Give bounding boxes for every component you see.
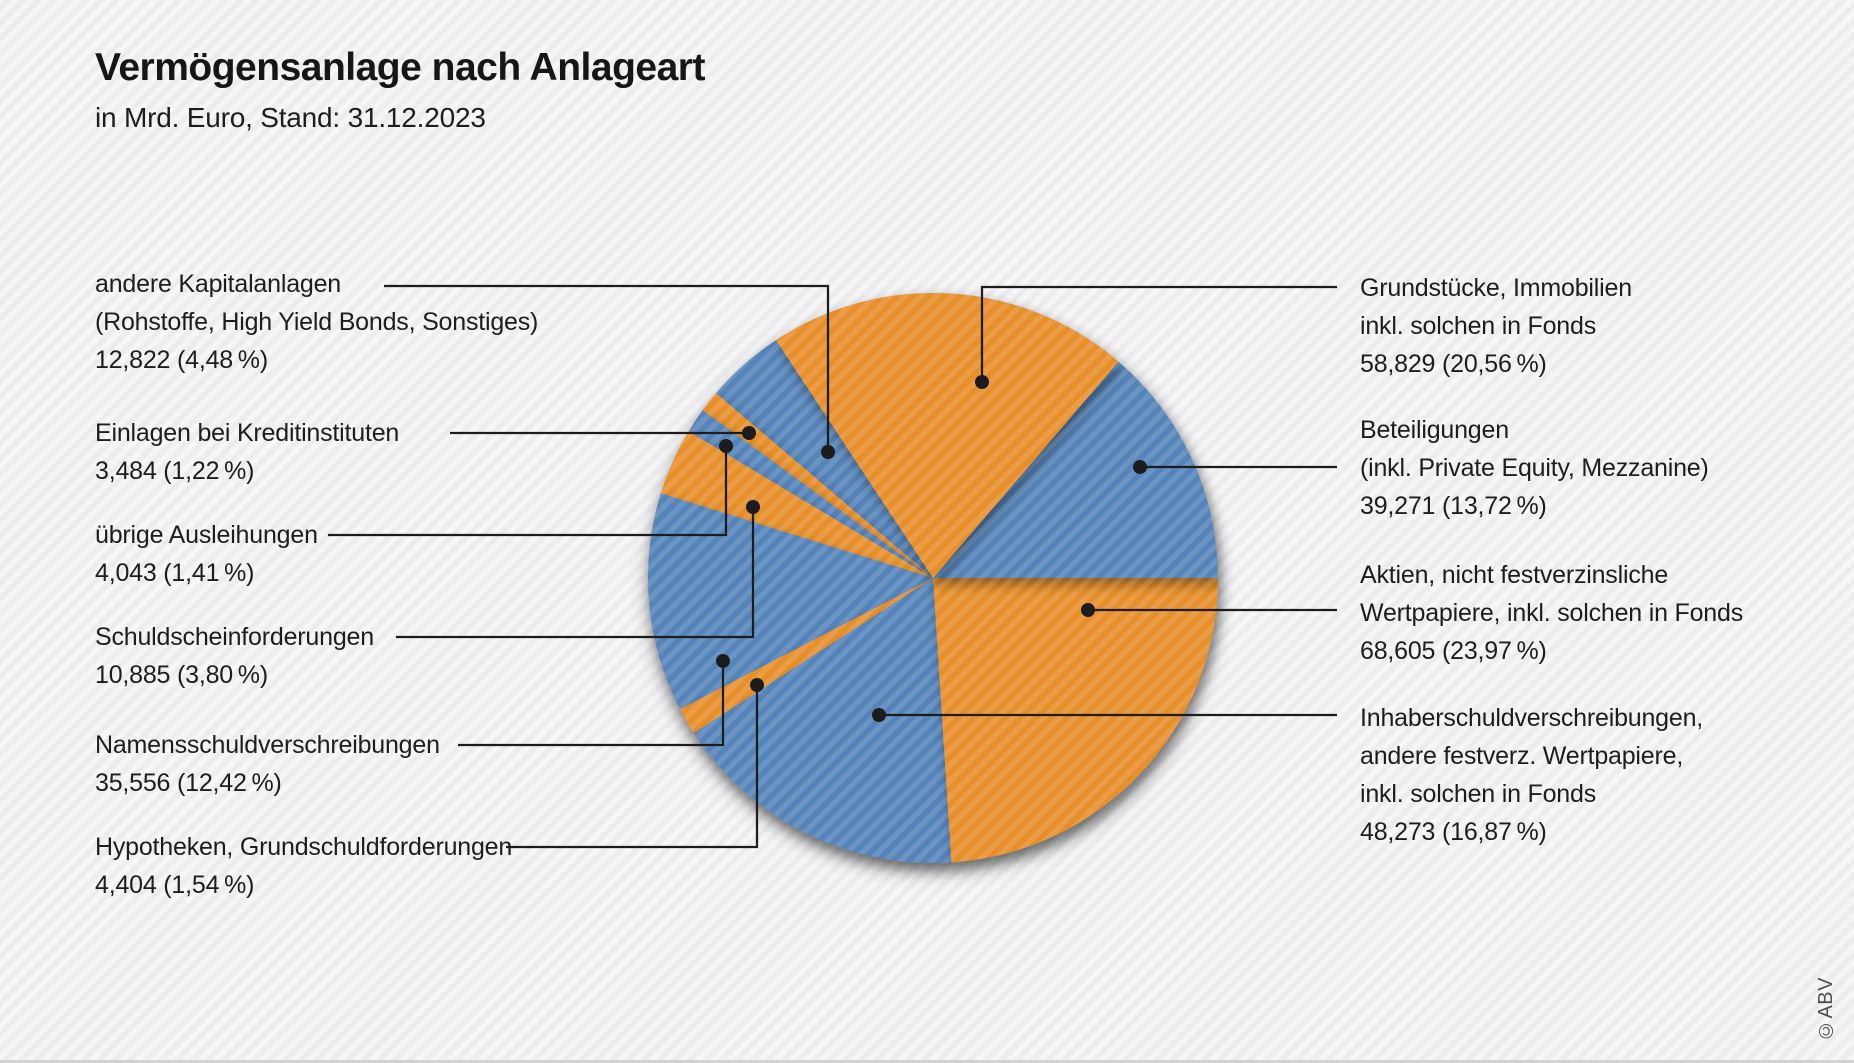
leader-dot-namensschuldverschreibungen bbox=[716, 654, 730, 668]
leader-line-grundstuecke bbox=[980, 285, 1337, 382]
leader-lines bbox=[328, 284, 1337, 849]
leader-dot-aktien bbox=[1081, 603, 1095, 617]
leader-line-hypotheken bbox=[506, 685, 759, 849]
pie-hatch-overlay bbox=[648, 293, 1218, 863]
leader-dot-einlagen bbox=[742, 426, 756, 440]
leader-dot-grundstuecke bbox=[975, 375, 989, 389]
leader-dot-beteiligungen bbox=[1133, 460, 1147, 474]
copyright: ©ABV bbox=[1815, 976, 1837, 1041]
leader-dot-hypotheken bbox=[750, 678, 764, 692]
leader-line-andere-kapitalanlagen bbox=[384, 284, 830, 452]
leader-dot-andere-kapitalanlagen bbox=[821, 445, 835, 459]
bottom-edge bbox=[0, 1060, 1854, 1063]
leader-dot-inhaberschuldverschreibungen bbox=[872, 708, 886, 722]
leader-line-namensschuldverschreibungen bbox=[458, 661, 725, 747]
leader-dot-schuldscheinforderungen bbox=[746, 500, 760, 514]
page-subtitle: in Mrd. Euro, Stand: 31.12.2023 bbox=[95, 102, 486, 133]
leader-dot-uebrige-ausleihungen bbox=[719, 439, 733, 453]
page-title: Vermögensanlage nach Anlageart bbox=[95, 46, 705, 89]
leader-line-uebrige-ausleihungen bbox=[328, 446, 728, 537]
leader-line-schuldscheinforderungen bbox=[396, 507, 755, 639]
